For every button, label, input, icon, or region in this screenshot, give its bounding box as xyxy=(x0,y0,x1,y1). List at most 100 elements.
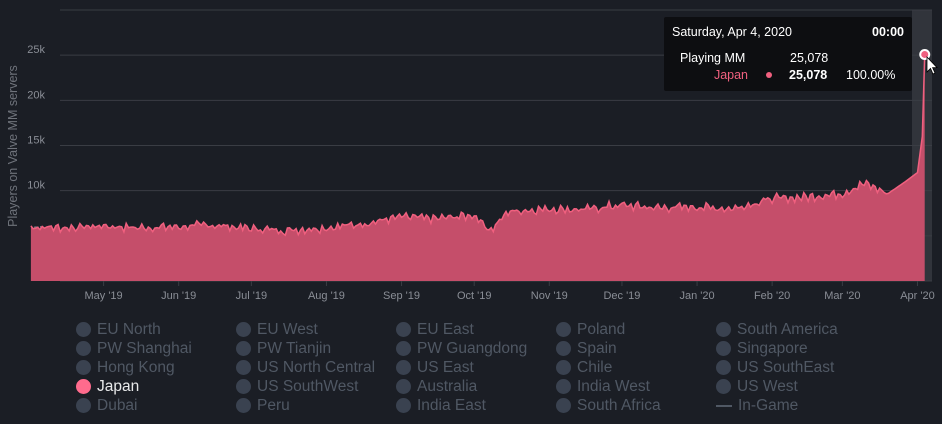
legend-item-india-west[interactable]: India West xyxy=(556,377,650,396)
legend-item-pw-tianjin[interactable]: PW Tianjin xyxy=(236,339,331,358)
legend-dot-icon xyxy=(236,398,251,413)
legend-dot-icon xyxy=(76,360,91,375)
legend-label: EU East xyxy=(417,320,474,338)
legend-item-eu-west[interactable]: EU West xyxy=(236,320,318,339)
legend-item-south-africa[interactable]: South Africa xyxy=(556,396,661,415)
legend-item-south-america[interactable]: South America xyxy=(716,320,838,339)
legend-label: South America xyxy=(737,320,838,338)
legend-label: PW Shanghai xyxy=(97,339,192,357)
mouse-cursor-icon xyxy=(926,55,938,75)
x-tick-label: Oct '19 xyxy=(457,290,492,302)
legend-item-hong-kong[interactable]: Hong Kong xyxy=(76,358,175,377)
legend-dot-icon xyxy=(556,341,571,356)
legend-dot-icon xyxy=(556,322,571,337)
x-tick-label: Feb '20 xyxy=(754,290,790,302)
legend-dot-icon xyxy=(716,341,731,356)
legend-item-us-east[interactable]: US East xyxy=(396,358,474,377)
legend-dot-icon xyxy=(396,360,411,375)
legend-label: Singapore xyxy=(737,339,808,357)
y-tick-label: 25k xyxy=(27,44,45,56)
x-tick-label: Nov '19 xyxy=(531,290,568,302)
legend-dot-icon xyxy=(556,398,571,413)
legend-item-eu-north[interactable]: EU North xyxy=(76,320,161,339)
legend-item-in-game[interactable]: In-Game xyxy=(716,396,798,415)
x-tick-label: Aug '19 xyxy=(308,290,345,302)
legend-item-us-north-central[interactable]: US North Central xyxy=(236,358,375,377)
tooltip-total-label: Playing MM xyxy=(680,51,746,65)
legend-dot-icon xyxy=(716,360,731,375)
legend-item-australia[interactable]: Australia xyxy=(396,377,477,396)
x-tick-label: Mar '20 xyxy=(824,290,860,302)
legend-label: Peru xyxy=(257,396,290,414)
legend-label: South Africa xyxy=(577,396,661,414)
y-axis-title: Players on Valve MM servers xyxy=(6,65,20,227)
legend-dot-icon xyxy=(76,322,91,337)
legend-dot-icon xyxy=(556,360,571,375)
legend-item-dubai[interactable]: Dubai xyxy=(76,396,138,415)
legend-dot-icon xyxy=(396,322,411,337)
legend-label: In-Game xyxy=(738,396,799,414)
legend-dot-icon xyxy=(396,379,411,394)
tooltip-series-percent: 100.00% xyxy=(846,68,896,82)
legend-dot-icon xyxy=(556,379,571,394)
legend-item-pw-shanghai[interactable]: PW Shanghai xyxy=(76,339,192,358)
legend-dot-icon xyxy=(236,379,251,394)
legend-item-singapore[interactable]: Singapore xyxy=(716,339,808,358)
tooltip-series-value: 25,078 xyxy=(789,68,828,82)
tooltip-time: 00:00 xyxy=(872,25,904,39)
legend-label: US East xyxy=(417,358,474,376)
y-tick-label: 15k xyxy=(27,135,45,147)
chart-tooltip: Saturday, Apr 4, 2020 00:00 Playing MM 2… xyxy=(664,17,912,91)
japan-line-series xyxy=(30,54,926,237)
y-tick-label: 20k xyxy=(27,89,45,101)
x-tick-label: Jan '20 xyxy=(679,290,714,302)
legend-item-spain[interactable]: Spain xyxy=(556,339,617,358)
legend-label: Poland xyxy=(577,320,626,338)
legend-label: US SouthEast xyxy=(737,358,835,376)
legend-label: India West xyxy=(577,377,650,395)
legend-dot-icon xyxy=(236,322,251,337)
legend-item-chile[interactable]: Chile xyxy=(556,358,612,377)
legend-item-eu-east[interactable]: EU East xyxy=(396,320,474,339)
legend-dot-icon xyxy=(236,360,251,375)
legend-label: EU West xyxy=(257,320,318,338)
legend-item-pw-guangdong[interactable]: PW Guangdong xyxy=(396,339,527,358)
legend-item-peru[interactable]: Peru xyxy=(236,396,290,415)
legend-label: Hong Kong xyxy=(97,358,175,376)
legend-label: US North Central xyxy=(257,358,376,376)
x-tick-label: May '19 xyxy=(85,290,123,302)
x-tick-label: Jul '19 xyxy=(236,290,267,302)
x-tick-label: Dec '19 xyxy=(603,290,640,302)
legend-dot-icon xyxy=(396,341,411,356)
y-tick-label: 10k xyxy=(27,180,45,192)
legend-label: Spain xyxy=(577,339,617,357)
x-tick-label: Apr '20 xyxy=(900,290,935,302)
legend-label: PW Guangdong xyxy=(417,339,528,357)
japan-area-series xyxy=(30,54,925,281)
legend-label: US West xyxy=(737,377,798,395)
legend-dot-icon xyxy=(716,379,731,394)
legend-item-india-east[interactable]: India East xyxy=(396,396,486,415)
legend-label: Japan xyxy=(97,377,140,395)
x-axis: May '19 Jun '19 Jul '19 Aug '19 Sep '19 Oct '… xyxy=(85,281,935,302)
legend-dot-icon xyxy=(76,398,91,413)
legend-item-japan[interactable]: Japan xyxy=(76,377,139,396)
legend-label: US SouthWest xyxy=(257,377,359,395)
legend-item-us-southeast[interactable]: US SouthEast xyxy=(716,358,834,377)
legend-dot-icon xyxy=(236,341,251,356)
legend-dot-icon xyxy=(76,379,91,394)
x-tick-label: Sep '19 xyxy=(383,290,420,302)
tooltip-series-dot xyxy=(766,72,772,78)
legend-label: Chile xyxy=(577,358,613,376)
legend-item-us-west[interactable]: US West xyxy=(716,377,798,396)
legend-dash-icon xyxy=(716,404,732,407)
legend-item-us-southwest[interactable]: US SouthWest xyxy=(236,377,358,396)
legend-dot-icon xyxy=(396,398,411,413)
chart-area[interactable]: 05k10k15k20k25k Players on Valve MM serv… xyxy=(0,0,942,320)
legend-label: Dubai xyxy=(97,396,138,414)
legend-label: PW Tianjin xyxy=(257,339,332,357)
legend-label: EU North xyxy=(97,320,161,338)
tooltip-date: Saturday, Apr 4, 2020 xyxy=(672,25,792,39)
legend-item-poland[interactable]: Poland xyxy=(556,320,625,339)
legend-label: India East xyxy=(417,396,486,414)
